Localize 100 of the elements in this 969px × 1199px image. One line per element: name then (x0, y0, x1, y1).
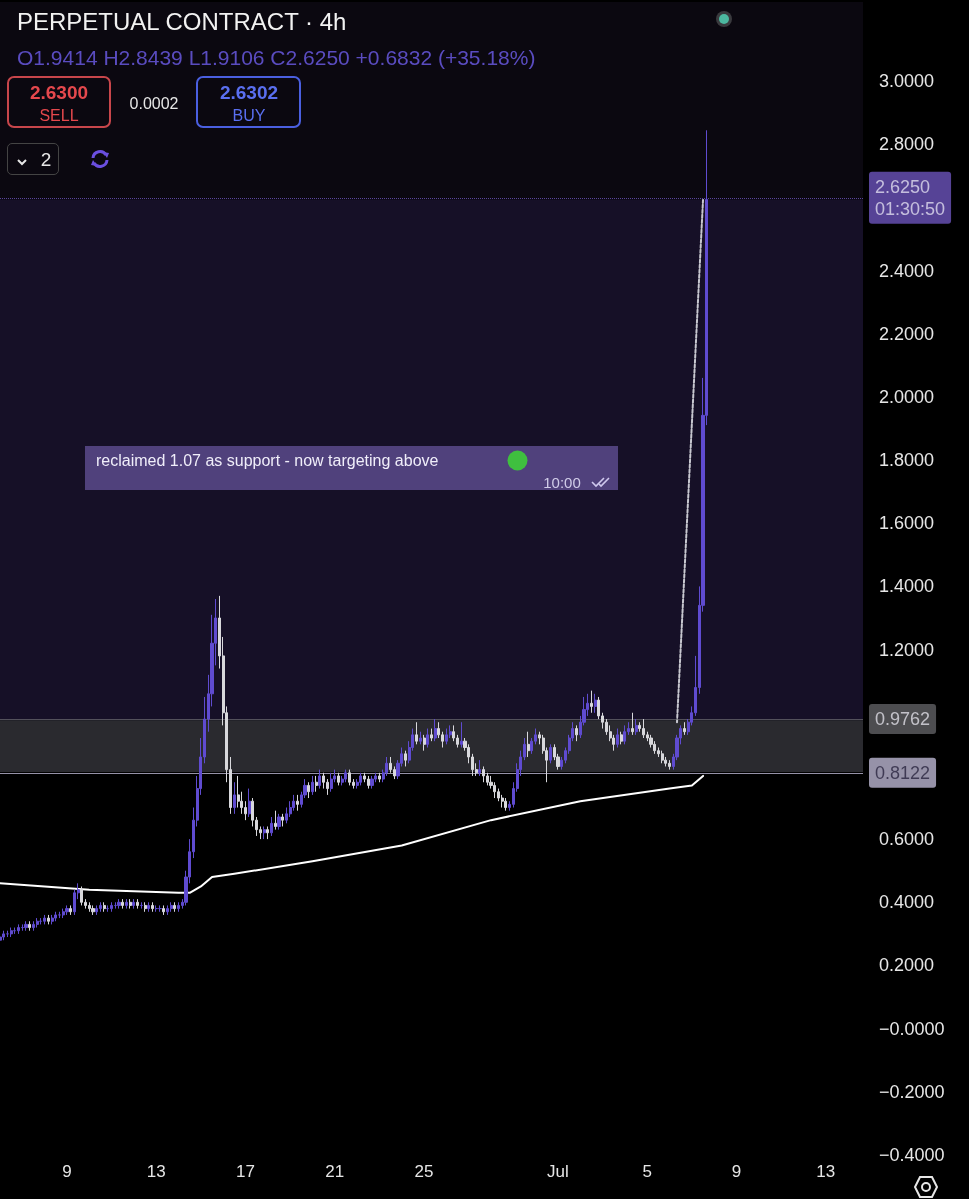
candlestick (631, 712, 634, 736)
candlestick (24, 920, 28, 932)
candlestick (177, 901, 180, 913)
candlestick (117, 898, 121, 910)
candlestick (642, 718, 645, 739)
candlestick (248, 788, 251, 818)
candlestick (426, 728, 429, 748)
candlestick (549, 743, 552, 764)
candlestick (344, 769, 347, 783)
candlestick (69, 904, 72, 916)
y-tick-label: 2.2000 (879, 323, 935, 344)
candlestick (575, 724, 578, 742)
candlestick (47, 914, 50, 925)
candlestick (318, 769, 321, 790)
candlestick (527, 731, 530, 758)
y-tick-label: 0.4000 (879, 892, 935, 913)
candlestick (616, 728, 619, 748)
candlestick (277, 813, 281, 831)
candlestick (125, 898, 128, 910)
candlestick (62, 908, 65, 919)
y-tick-label: 1.6000 (879, 513, 935, 534)
y-tick-label: 0.2000 (879, 955, 935, 976)
annotation: BUY (232, 106, 266, 124)
candlestick (460, 721, 463, 748)
candlestick (445, 728, 448, 745)
candlestick (270, 816, 273, 837)
candlestick (136, 898, 139, 910)
candlestick (266, 825, 269, 840)
x-tick-label: Jul (547, 1162, 569, 1181)
y-tick-label: 2.8000 (879, 134, 935, 155)
candlestick (311, 775, 314, 796)
candlestick (51, 914, 54, 925)
candlestick (296, 794, 299, 812)
ref-line-label: 0.8122 (875, 762, 931, 783)
candlestick (348, 769, 351, 786)
y-tick-label: 1.4000 (879, 576, 935, 597)
candlestick (233, 781, 236, 815)
candlestick (144, 901, 147, 913)
candlestick (315, 775, 318, 793)
annotation: 2 (40, 148, 52, 170)
ref-line-label: 0.9762 (875, 709, 931, 730)
ref-line-label: 2.6250 01:30:50 (875, 176, 946, 219)
candlestick (668, 759, 671, 771)
candlestick (430, 728, 433, 742)
y-tick-label: −0.0000 (879, 1018, 945, 1039)
x-tick-label: 25 (414, 1162, 434, 1181)
candlestick (594, 693, 597, 714)
candlestick (129, 898, 132, 910)
y-tick-label: 2.4000 (879, 260, 935, 281)
y-tick-label: −0.4000 (879, 1145, 945, 1165)
candlestick (132, 898, 135, 910)
candlestick (17, 923, 20, 935)
x-tick-label: 13 (816, 1162, 836, 1181)
candlestick (54, 911, 57, 922)
candlestick (155, 904, 158, 913)
candlestick (367, 775, 370, 790)
candlestick (620, 731, 623, 745)
candlestick (274, 810, 277, 831)
annotation: 2.6300 (29, 81, 89, 103)
candlestick (482, 765, 485, 783)
candlestick (423, 734, 426, 752)
annotation: 2.6302 (219, 81, 279, 103)
candlestick (162, 904, 165, 916)
candlestick (43, 914, 46, 925)
candlestick (378, 772, 381, 783)
candlestick (10, 927, 13, 938)
text: O1.9414 H2.8439 L1.9106 C2.6250 +0.6832 (+35.18%) (17, 46, 536, 69)
candlestick (404, 750, 407, 767)
candlestick (263, 825, 266, 840)
candlestick (147, 901, 150, 913)
candlestick (151, 901, 154, 913)
x-tick-label: 9 (62, 1162, 72, 1181)
candlestick (635, 718, 638, 736)
candlestick (330, 772, 333, 793)
candlestick (415, 721, 418, 745)
candlestick (103, 901, 106, 913)
x-tick-label: 17 (236, 1162, 255, 1181)
candlestick (281, 813, 284, 827)
x-tick-label: 5 (642, 1162, 652, 1181)
candlestick (121, 898, 124, 910)
candlestick (504, 797, 507, 812)
candlestick (478, 759, 481, 777)
annotation: reclaimed 1.07 as support - now targeting above (96, 451, 439, 469)
y-tick-label: 1.2000 (879, 639, 935, 660)
candlestick (32, 920, 35, 932)
candlestick (434, 718, 437, 742)
x-tick-label: 9 (731, 1162, 742, 1181)
candlestick (683, 721, 686, 736)
y-tick-label: 0.6000 (879, 829, 935, 850)
x-tick-label: 13 (146, 1162, 166, 1181)
chart-title: PERPETUAL CONTRACT · 4h (17, 7, 347, 35)
candlestick (173, 901, 176, 913)
x-tick-label: 21 (325, 1162, 345, 1181)
candlestick (28, 920, 31, 932)
y-tick-label: 3.0000 (879, 70, 935, 91)
candlestick (590, 690, 593, 714)
candlestick (2, 930, 5, 941)
candlestick (661, 750, 664, 764)
candlestick (80, 885, 83, 906)
candlestick (307, 781, 310, 799)
